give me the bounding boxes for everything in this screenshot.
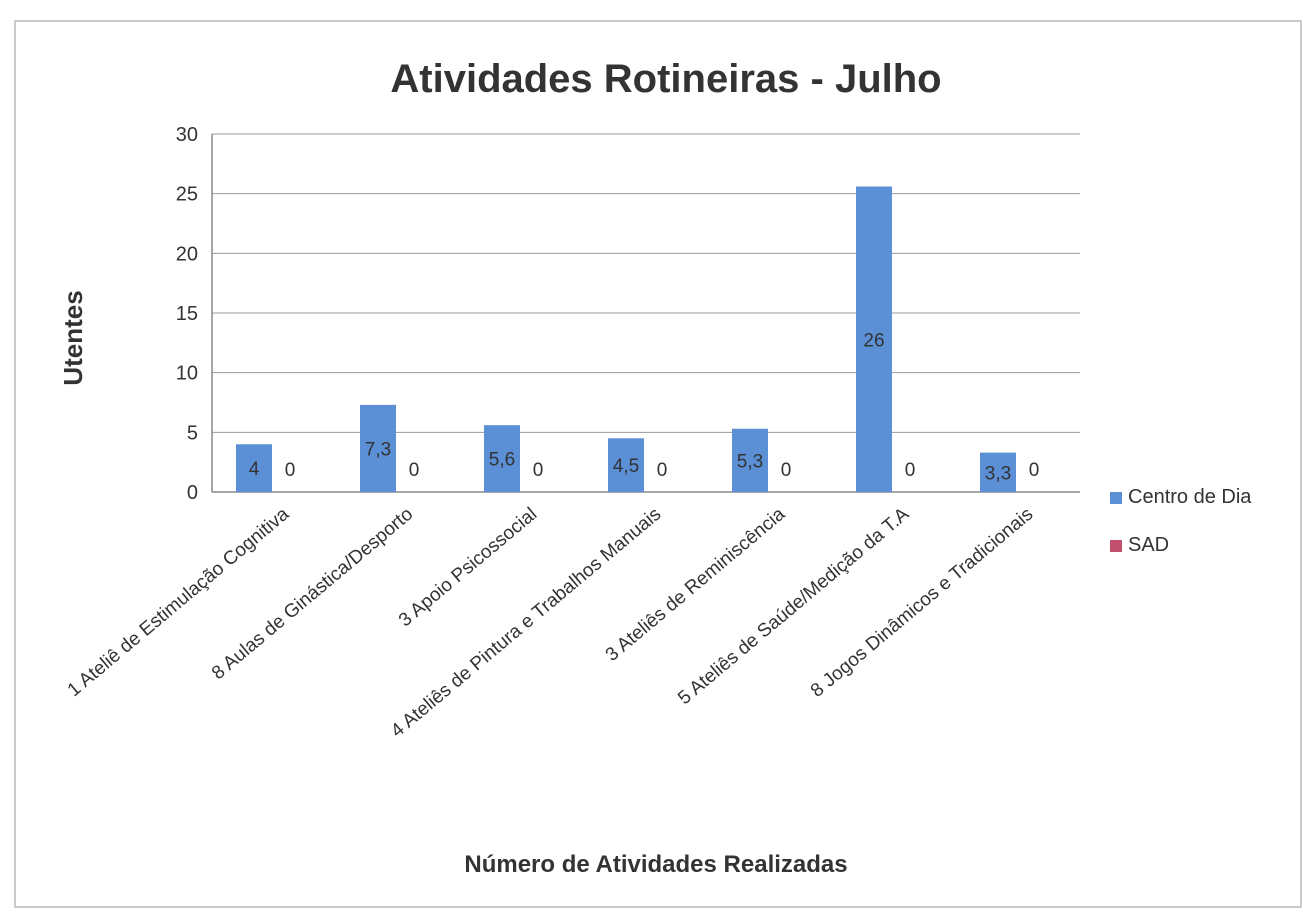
data-label-sad: 0 xyxy=(657,460,668,481)
data-label-centro-de-dia: 4 xyxy=(249,459,260,480)
data-label-sad: 0 xyxy=(1029,460,1040,481)
y-tick-label: 15 xyxy=(176,303,198,325)
y-tick-label: 25 xyxy=(176,184,198,206)
legend-swatch xyxy=(1110,540,1122,552)
bar-centro-de-dia xyxy=(360,404,396,492)
category-label: 4 Ateliês de Pintura e Trabalhos Manuais xyxy=(387,504,665,742)
bar-centro-de-dia xyxy=(856,186,892,493)
category-label: 5 Ateliês de Saúde/Medição da T.A xyxy=(674,504,913,710)
data-label-sad: 0 xyxy=(905,460,916,481)
data-label-centro-de-dia: 7,3 xyxy=(365,439,391,460)
data-label-sad: 0 xyxy=(285,460,296,481)
category-label: 1 Ateliê de Estimulação Cognitiva xyxy=(64,503,294,701)
y-tick-label: 10 xyxy=(176,363,198,385)
bar-centro-de-dia xyxy=(608,438,644,492)
chart-title: Atividades Rotineiras - Julho xyxy=(390,57,941,101)
y-tick-label: 0 xyxy=(187,482,198,504)
bar-centro-de-dia xyxy=(732,428,768,492)
x-axis-title: Número de Atividades Realizadas xyxy=(464,851,847,878)
y-tick-label: 30 xyxy=(176,124,198,146)
chart-frame: Atividades Rotineiras - Julho Utentes Nú… xyxy=(14,20,1302,908)
data-label-sad: 0 xyxy=(781,460,792,481)
y-tick-label: 5 xyxy=(187,422,198,444)
bar-chart: Atividades Rotineiras - Julho Utentes Nú… xyxy=(58,57,1252,878)
data-label-centro-de-dia: 4,5 xyxy=(613,456,639,477)
data-label-centro-de-dia: 5,6 xyxy=(489,450,515,471)
data-label-centro-de-dia: 5,3 xyxy=(737,451,763,472)
data-label-sad: 0 xyxy=(533,460,544,481)
category-label: 3 Apoio Psicossocial xyxy=(395,504,541,631)
category-label: 8 Aulas de Ginástica/Desporto xyxy=(208,504,417,684)
y-axis-title: Utentes xyxy=(58,290,88,385)
data-label-centro-de-dia: 26 xyxy=(863,330,884,351)
legend-label: Centro de Dia xyxy=(1128,486,1252,508)
bar-centro-de-dia xyxy=(236,444,272,492)
data-label-centro-de-dia: 3,3 xyxy=(985,463,1011,484)
legend-swatch xyxy=(1110,492,1122,504)
bar-centro-de-dia xyxy=(980,452,1016,492)
data-label-sad: 0 xyxy=(409,460,420,481)
legend-label: SAD xyxy=(1128,534,1169,556)
bar-centro-de-dia xyxy=(484,425,520,492)
category-label: 8 Jogos Dinâmicos e Tradicionais xyxy=(807,504,1037,702)
y-tick-label: 20 xyxy=(176,243,198,265)
